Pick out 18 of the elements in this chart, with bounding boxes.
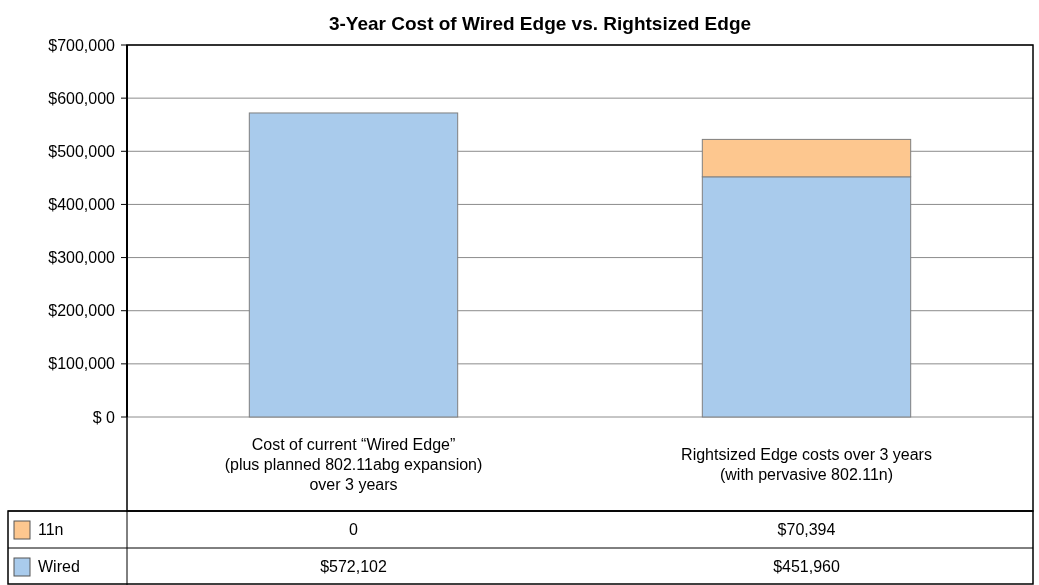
data-label: $70,394	[777, 521, 836, 539]
bar	[248, 112, 459, 418]
legend-label: 11n	[38, 521, 64, 539]
data-label: 0	[349, 521, 359, 539]
y-tick-label: $500,000	[48, 142, 116, 160]
chart-title: 3-Year Cost of Wired Edge vs. Rightsized Edge	[328, 13, 752, 34]
data-label: $451,960	[773, 558, 840, 576]
legend-label: Wired	[38, 558, 80, 576]
y-tick-label: $100,000	[48, 355, 116, 373]
y-tick-label: $300,000	[48, 249, 116, 267]
y-tick-label: $200,000	[48, 302, 116, 320]
x-tick-label: Cost of current “Wired Edge” (plus planned 802.11abg expansion) over 3 years	[224, 435, 483, 493]
y-tick-label: $700,000	[48, 36, 116, 54]
x-tick-label: Rightsized Edge costs over 3 years (with pervasive 802.11n)	[681, 445, 932, 483]
data-label: $572,102	[320, 558, 387, 576]
y-tick-label: $400,000	[48, 196, 116, 214]
y-tick-label: $ 0	[92, 408, 116, 426]
y-tick-label: $600,000	[48, 89, 116, 107]
